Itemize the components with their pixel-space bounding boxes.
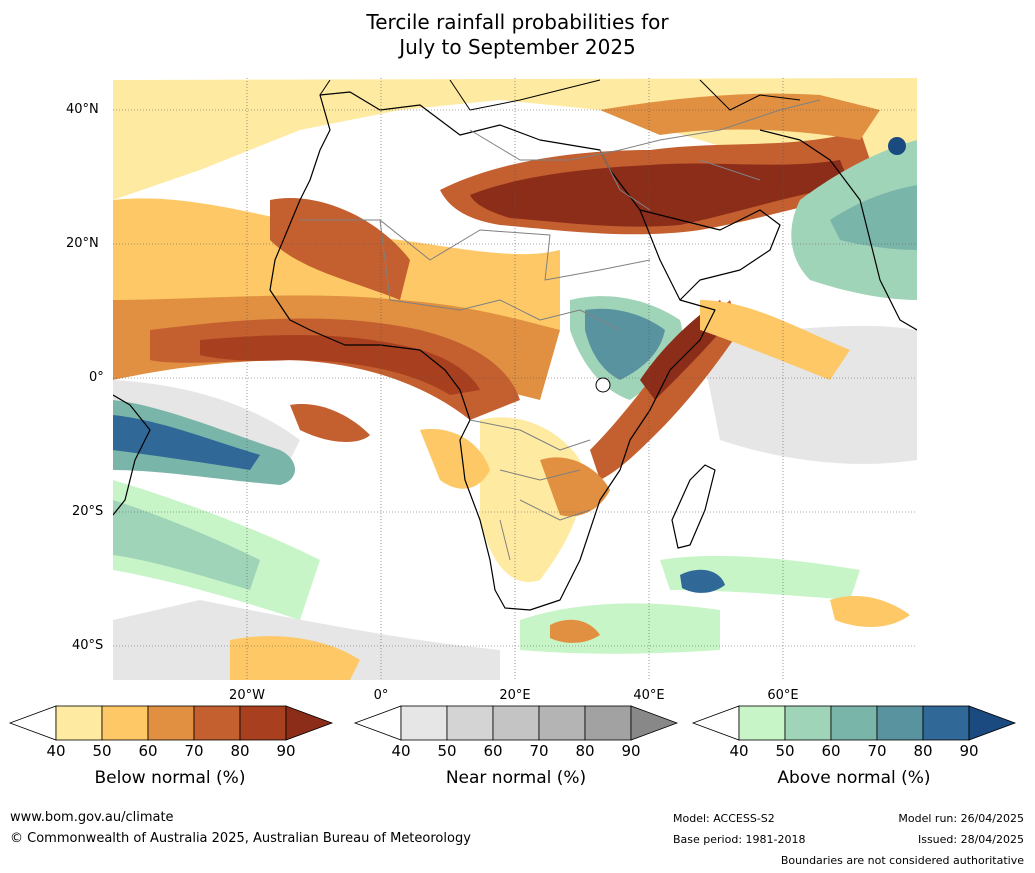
issued-text: Issued: 28/04/2025 [917,833,1024,846]
title-line-2: July to September 2025 [399,35,636,59]
lat-label-40s: 40°S [72,638,104,653]
near-cbar-segment [446,705,494,741]
model-run-text: Model run: 26/04/2025 [898,812,1024,825]
below-cbar-tick: 50 [92,742,112,760]
above-cbar-tick: 70 [867,742,887,760]
below-cbar-segment [55,705,103,741]
above-cbar-segment [784,705,832,741]
near-cbar-tick: 50 [437,742,457,760]
above-cbar-segment [922,705,970,741]
above-normal-label: Above normal (%) [777,768,931,788]
colorbars [8,705,1017,741]
above-cbar-tick: 80 [913,742,933,760]
lon-label-20e: 20°E [499,688,531,703]
near-cbar-tick: 90 [621,742,641,760]
lon-label-20w: 20°W [229,688,265,703]
below-normal-label: Below normal (%) [94,768,246,788]
website-link[interactable]: www.bom.gov.au/climate [10,810,174,825]
above-cbar-tick: 50 [775,742,795,760]
near-cbar-segment [538,705,586,741]
lon-label-60e: 60°E [767,688,799,703]
above-cbar-tick: 40 [729,742,749,760]
above-cbar-tick: 60 [821,742,841,760]
near-cbar-segment [492,705,540,741]
below-cbar-segment [101,705,149,741]
copyright-text: © Commonwealth of Australia 2025, Austra… [10,831,471,846]
above-cbar-segment [876,705,924,741]
title-line-1: Tercile rainfall probabilities for [366,10,669,34]
near-normal-label: Near normal (%) [445,768,587,788]
above-cbar-max-arrow [968,705,1017,741]
below-cbar-tick: 80 [230,742,250,760]
below-cbar-segment [193,705,241,741]
model-text: Model: ACCESS-S2 [673,812,775,825]
below-cbar-segment [147,705,195,741]
below-cbar-segment [239,705,287,741]
above-cbar-min-arrow [691,705,740,741]
coastlines [113,79,917,611]
below-cbar-tick: 60 [138,742,158,760]
lat-label-0: 0° [89,370,104,385]
below-cbar-min-arrow [8,705,57,741]
map-title: Tercile rainfall probabilities for July … [0,10,1035,60]
near-cbar-tick: 60 [483,742,503,760]
lat-label-20n: 20°N [66,236,99,251]
above-cbar-tick: 90 [959,742,979,760]
graticule [113,78,917,680]
lon-label-0: 0° [373,688,389,703]
lat-label-40n: 40°N [66,102,99,117]
lon-label-40e: 40°E [633,688,665,703]
disclaimer-text: Boundaries are not considered authoritat… [780,854,1024,867]
near-cbar-tick: 80 [575,742,595,760]
near-cbar-segment [584,705,632,741]
near-cbar-segment [400,705,448,741]
lat-label-20s: 20°S [72,504,104,519]
near-cbar-max-arrow [630,705,679,741]
near-cbar-min-arrow [353,705,402,741]
above-cbar-segment [830,705,878,741]
below-cbar-max-arrow [285,705,334,741]
below-cbar-tick: 70 [184,742,204,760]
below-cbar-tick: 40 [46,742,66,760]
below-cbar-tick: 90 [276,742,296,760]
near-cbar-tick: 70 [529,742,549,760]
base-period-text: Base period: 1981-2018 [673,833,806,846]
near-cbar-tick: 40 [391,742,411,760]
above-cbar-segment [738,705,786,741]
